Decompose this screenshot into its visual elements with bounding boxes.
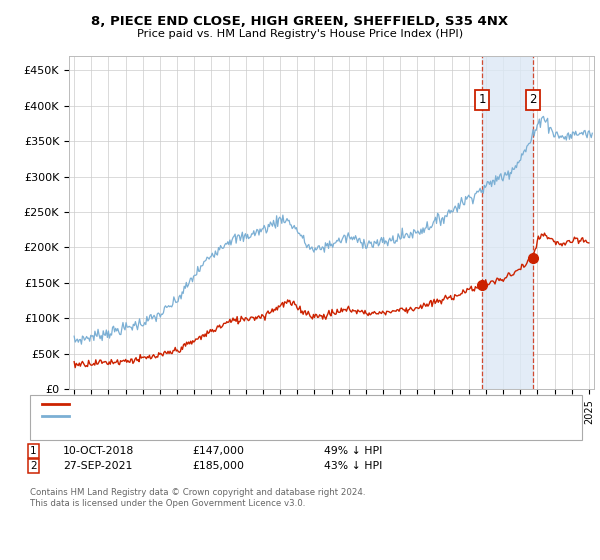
Text: 2: 2: [30, 461, 37, 471]
Text: HPI: Average price, detached house, Sheffield: HPI: Average price, detached house, Shef…: [72, 411, 301, 421]
Bar: [482, 56, 533, 389]
Text: £147,000: £147,000: [192, 446, 244, 456]
Text: 2: 2: [529, 94, 536, 106]
Text: 1: 1: [478, 94, 486, 106]
Text: Contains HM Land Registry data © Crown copyright and database right 2024.
This d: Contains HM Land Registry data © Crown c…: [30, 488, 365, 508]
Text: 43% ↓ HPI: 43% ↓ HPI: [324, 461, 382, 471]
Text: 49% ↓ HPI: 49% ↓ HPI: [324, 446, 382, 456]
Text: Price paid vs. HM Land Registry's House Price Index (HPI): Price paid vs. HM Land Registry's House …: [137, 29, 463, 39]
Text: 1: 1: [30, 446, 37, 456]
Text: 8, PIECE END CLOSE, HIGH GREEN, SHEFFIELD, S35 4NX: 8, PIECE END CLOSE, HIGH GREEN, SHEFFIEL…: [91, 15, 509, 27]
Text: 8, PIECE END CLOSE, HIGH GREEN, SHEFFIELD, S35 4NX (detached house): 8, PIECE END CLOSE, HIGH GREEN, SHEFFIEL…: [72, 399, 442, 409]
Text: 27-SEP-2021: 27-SEP-2021: [63, 461, 133, 471]
Text: 10-OCT-2018: 10-OCT-2018: [63, 446, 134, 456]
Text: £185,000: £185,000: [192, 461, 244, 471]
